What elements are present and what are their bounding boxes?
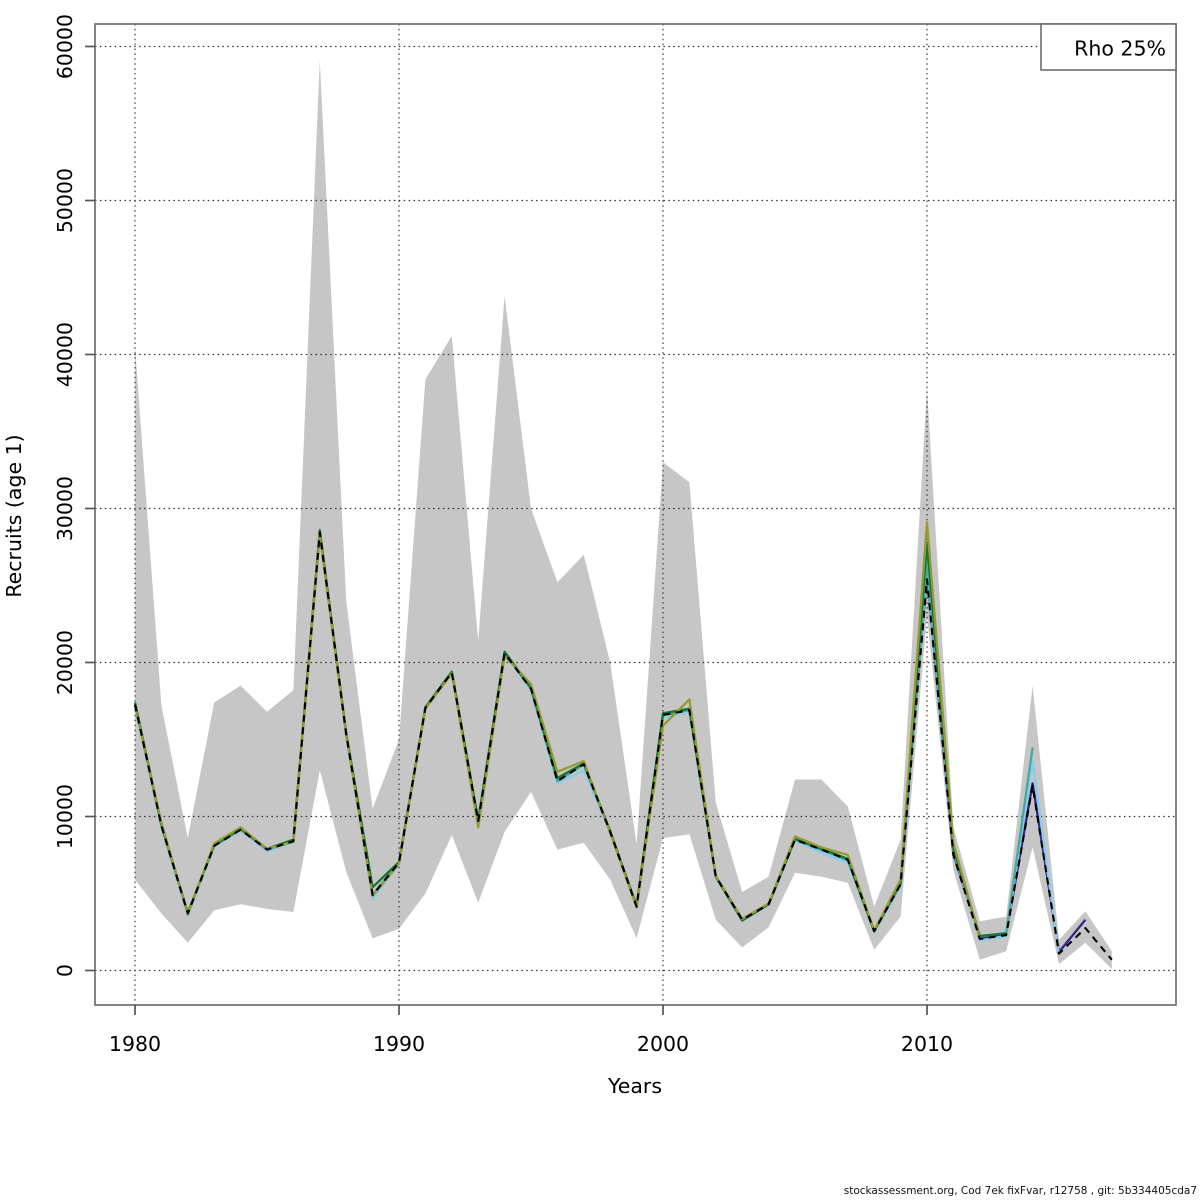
y-tick-label-10000: 10000 [53, 784, 77, 849]
y-tick-label-20000: 20000 [53, 630, 77, 695]
y-axis-title: Recruits (age 1) [2, 434, 26, 597]
legend: Rho 25% [1040, 23, 1177, 71]
legend-rho-label: Rho 25% [1074, 37, 1166, 61]
y-tick-label-50000: 50000 [53, 168, 77, 233]
plot-area: 1980 1990 2000 2010 0 10000 20000 30000 40000 500… [53, 14, 1177, 1056]
y-tick-label-60000: 60000 [53, 14, 77, 79]
x-tick-label-2010: 2010 [901, 1032, 953, 1056]
base-run-line [133, 531, 1113, 961]
footer-caption: stockassessment.org, Cod 7ek fixFvar, r1… [844, 1185, 1197, 1197]
y-tick-label-0: 0 [53, 964, 77, 977]
retro-peel-2012-line [133, 521, 981, 939]
plot-frame [94, 23, 1177, 1006]
legend-box [1040, 23, 1177, 71]
x-axis-title: Years [607, 1074, 662, 1098]
x-tick-label-1990: 1990 [373, 1032, 425, 1056]
y-tick-label-30000: 30000 [53, 476, 77, 541]
base-run-confidence-band [135, 60, 1112, 969]
x-tick-label-2000: 2000 [637, 1032, 689, 1056]
y-tick-label-40000: 40000 [53, 322, 77, 387]
x-tick-label-1980: 1980 [109, 1032, 161, 1056]
